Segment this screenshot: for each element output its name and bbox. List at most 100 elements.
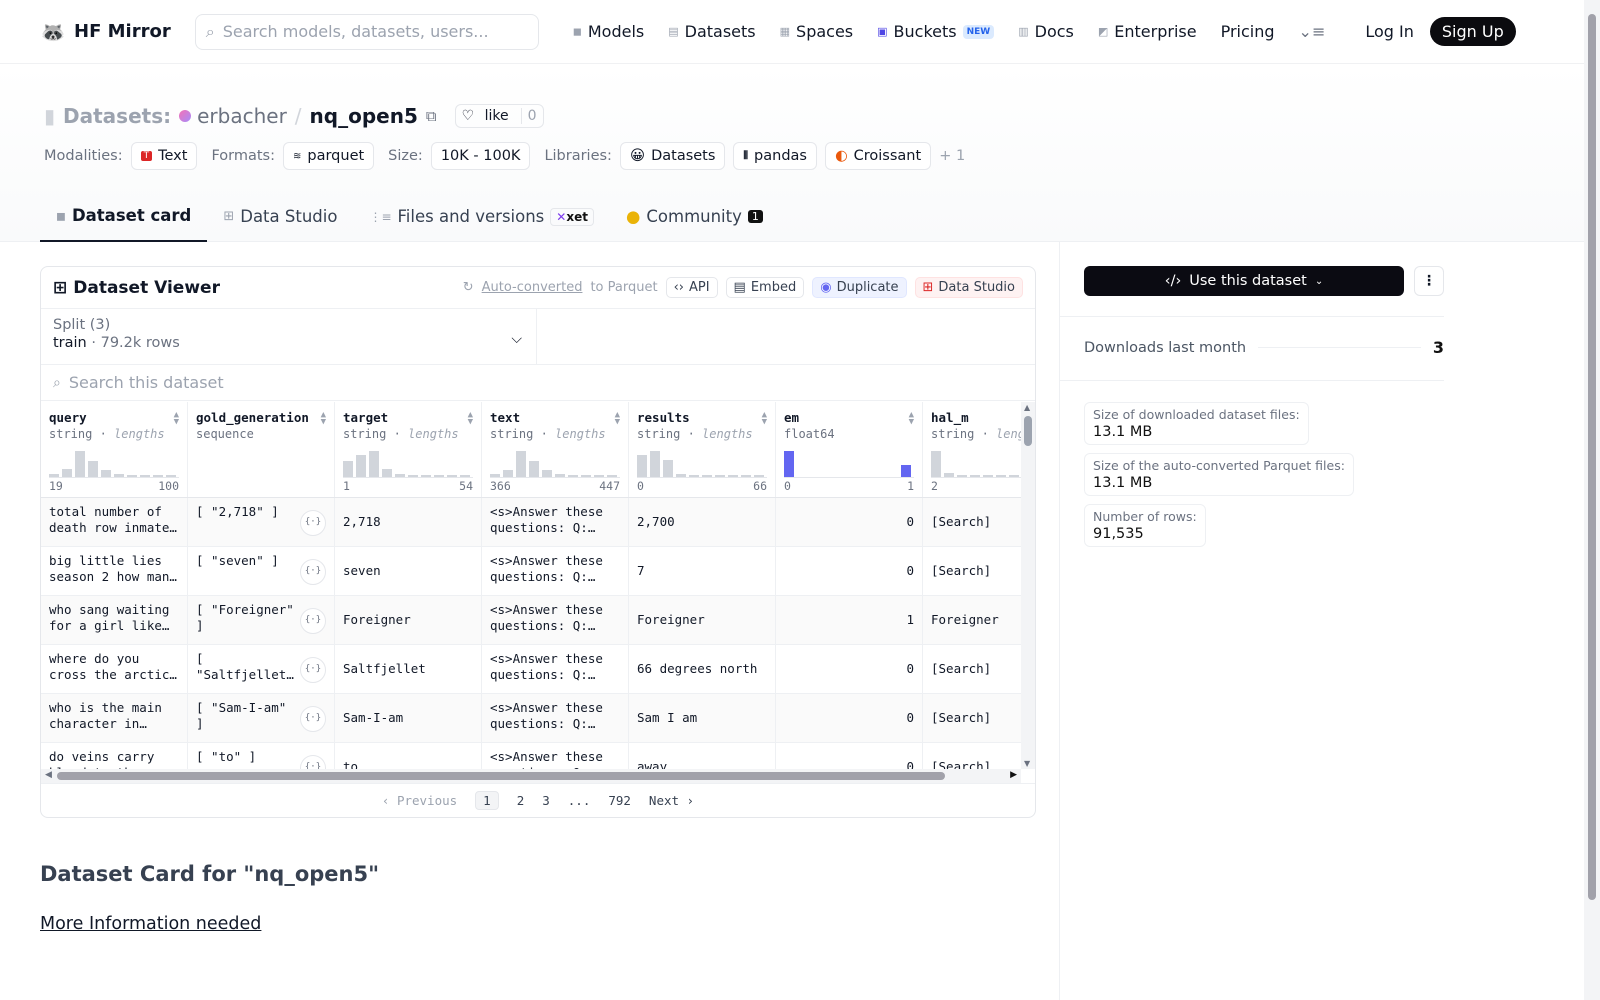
- table-cell[interactable]: <s>Answer these questions: Q: when: [482, 645, 629, 693]
- nav-buckets[interactable]: ▣ Buckets NEW: [877, 22, 995, 41]
- table-cell[interactable]: who is the main character in green eggs …: [41, 694, 188, 742]
- nav-enterprise[interactable]: ◩ Enterprise: [1098, 22, 1197, 41]
- json-view-icon[interactable]: {·}: [300, 510, 326, 536]
- histogram-bar[interactable]: [931, 451, 941, 477]
- column-header-results[interactable]: results string · lengths ▲ ▼ 0 66: [629, 402, 776, 497]
- table-cell[interactable]: Foreigner: [923, 596, 1021, 644]
- table-cell[interactable]: to: [335, 743, 482, 769]
- use-dataset-button[interactable]: ‹/› Use this dataset ⌄: [1084, 266, 1404, 296]
- column-header-text[interactable]: text string · lengths ▲ ▼ 366 447: [482, 402, 629, 497]
- copy-icon[interactable]: ⧉: [425, 107, 437, 125]
- table-row[interactable]: total number of death row inmates in the…: [41, 498, 1021, 547]
- scroll-right-icon[interactable]: ▶: [1010, 770, 1017, 780]
- page-1[interactable]: 1: [475, 791, 499, 810]
- histogram-bar[interactable]: [555, 474, 565, 477]
- json-view-icon[interactable]: {·}: [300, 657, 326, 683]
- nav-datasets[interactable]: ▤ Datasets: [668, 22, 755, 41]
- library-chip-croissant[interactable]: ◐ Croissant: [824, 142, 932, 170]
- table-row[interactable]: who is the main character in green eggs …: [41, 694, 1021, 743]
- tab-community[interactable]: ● Community 1: [610, 191, 779, 242]
- histogram-bar[interactable]: [101, 470, 111, 477]
- sort-icon[interactable]: ▲ ▼: [320, 410, 326, 427]
- table-cell[interactable]: where do you cross the arctic circle in …: [41, 645, 188, 693]
- table-cell[interactable]: do veins carry blood to the heart or awa…: [41, 743, 188, 769]
- table-cell[interactable]: 66 degrees north: [629, 645, 776, 693]
- sort-icon[interactable]: ▲ ▼: [173, 410, 179, 427]
- histogram-bar[interactable]: [343, 461, 353, 477]
- table-cell[interactable]: <s>Answer these questions: Q: when: [482, 498, 629, 546]
- histogram-bar[interactable]: [676, 474, 686, 477]
- table-cell[interactable]: 1: [776, 596, 923, 644]
- histogram-bar[interactable]: [1009, 475, 1019, 477]
- nav-spaces[interactable]: ▦ Spaces: [780, 22, 854, 41]
- table-cell[interactable]: big little lies season 2 how many episod…: [41, 547, 188, 595]
- table-cell[interactable]: 0: [776, 645, 923, 693]
- table-cell[interactable]: 7: [629, 547, 776, 595]
- column-header-em[interactable]: em float64 ▲ ▼ 0 1: [776, 402, 923, 497]
- table-cell[interactable]: seven: [335, 547, 482, 595]
- histogram-bar[interactable]: [395, 474, 405, 477]
- datasets-prefix[interactable]: Datasets:: [63, 104, 172, 128]
- embed-button[interactable]: ▤ Embed: [725, 277, 805, 298]
- histogram-bar[interactable]: [140, 475, 150, 477]
- scroll-thumb[interactable]: [57, 772, 945, 780]
- table-cell[interactable]: 0: [776, 547, 923, 595]
- table-cell[interactable]: [ "to" ] {·}: [188, 743, 335, 769]
- sort-icon[interactable]: ▲ ▼: [467, 410, 473, 427]
- json-view-icon[interactable]: {·}: [300, 559, 326, 585]
- histogram-bar[interactable]: [408, 475, 418, 477]
- page-2[interactable]: 2: [516, 793, 525, 808]
- histogram-bar[interactable]: [784, 451, 794, 477]
- table-cell[interactable]: <s>Answer these questions: Q: when: [482, 743, 629, 769]
- histogram-bar[interactable]: [421, 475, 431, 477]
- histogram-bar[interactable]: [382, 469, 392, 477]
- api-button[interactable]: ‹› API: [665, 277, 718, 298]
- histogram-bar[interactable]: [503, 470, 513, 477]
- histogram-bar[interactable]: [75, 451, 85, 477]
- nav-models[interactable]: ◼ Models: [573, 22, 645, 41]
- dataset-owner[interactable]: erbacher: [179, 104, 287, 128]
- search-input[interactable]: [222, 22, 503, 41]
- auto-converted-link[interactable]: Auto-converted: [481, 280, 583, 295]
- scroll-down-icon[interactable]: ▼: [1024, 759, 1031, 768]
- histogram-bar[interactable]: [663, 460, 673, 477]
- table-cell[interactable]: who sang waiting for a girl like you: [41, 596, 188, 644]
- previous-page-button[interactable]: ‹ Previous: [381, 793, 458, 808]
- json-view-icon[interactable]: {·}: [300, 755, 326, 769]
- table-cell[interactable]: <s>Answer these questions: Q: when: [482, 694, 629, 742]
- column-header-hal_m[interactable]: hal_m string · lengt ▲▼2: [923, 402, 1021, 497]
- histogram-bar[interactable]: [970, 475, 980, 477]
- table-cell[interactable]: away: [629, 743, 776, 769]
- histogram-bar[interactable]: [516, 451, 526, 477]
- histogram-bar[interactable]: [689, 475, 699, 477]
- histogram-bar[interactable]: [542, 470, 552, 477]
- table-cell[interactable]: total number of death row inmates in the…: [41, 498, 188, 546]
- library-chip-datasets[interactable]: 😀 Datasets: [619, 142, 726, 170]
- library-chip-pandas[interactable]: ⫴ pandas: [733, 142, 817, 170]
- histogram-bar[interactable]: [741, 475, 751, 477]
- table-cell[interactable]: <s>Answer these questions: Q: when: [482, 547, 629, 595]
- table-row[interactable]: do veins carry blood to the heart or awa…: [41, 743, 1021, 769]
- histogram-bar[interactable]: [62, 469, 72, 477]
- horizontal-scrollbar[interactable]: ◀ ▶: [41, 769, 1021, 783]
- histogram-bar[interactable]: [728, 475, 738, 477]
- table-cell[interactable]: [Search]: [923, 498, 1021, 546]
- histogram-bar[interactable]: [356, 455, 366, 477]
- tab-dataset-card[interactable]: ◼ Dataset card: [40, 191, 208, 242]
- more-menu-icon[interactable]: ⌄≡: [1298, 22, 1326, 41]
- scroll-up-icon[interactable]: ▲: [1024, 403, 1031, 412]
- histogram-bar[interactable]: [166, 475, 176, 477]
- more-info-link[interactable]: More Information needed: [40, 914, 262, 934]
- table-cell[interactable]: Foreigner: [335, 596, 482, 644]
- page-3[interactable]: 3: [542, 793, 550, 808]
- table-cell[interactable]: [Search]: [923, 694, 1021, 742]
- histogram-bar[interactable]: [88, 461, 98, 477]
- sort-icon[interactable]: ▲ ▼: [761, 410, 767, 427]
- histogram-bar[interactable]: [944, 473, 954, 477]
- table-cell[interactable]: [ "2,718" ] {·}: [188, 498, 335, 546]
- nav-docs[interactable]: ▥ Docs: [1018, 22, 1074, 41]
- tab-files-versions[interactable]: ⋮≡ Files and versions ✕xet: [353, 191, 610, 242]
- histogram-bar[interactable]: [153, 475, 163, 477]
- brand-logo[interactable]: 🦝 HF Mirror: [40, 19, 171, 45]
- dataset-name[interactable]: nq_open5: [309, 104, 418, 128]
